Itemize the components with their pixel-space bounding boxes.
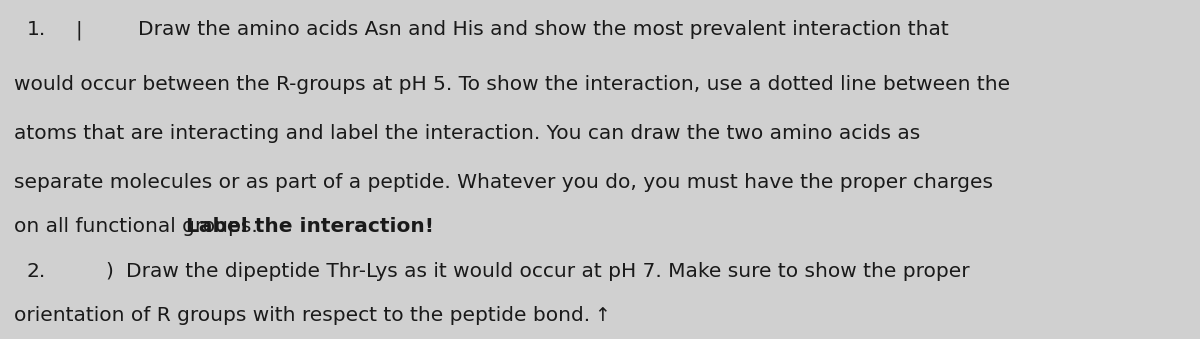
Text: orientation of R groups with respect to the peptide bond.: orientation of R groups with respect to … <box>14 306 590 325</box>
Text: Draw the dipeptide Thr-Lys as it would occur at pH 7. Make sure to show the prop: Draw the dipeptide Thr-Lys as it would o… <box>126 262 970 281</box>
Text: Draw the amino acids Asn and His and show the most prevalent interaction that: Draw the amino acids Asn and His and sho… <box>138 20 949 39</box>
Text: atoms that are interacting and label the interaction. You can draw the two amino: atoms that are interacting and label the… <box>14 124 920 143</box>
Text: on all functional groups.: on all functional groups. <box>14 217 264 236</box>
Text: ): ) <box>106 262 114 281</box>
Text: 2.: 2. <box>26 262 46 281</box>
Text: ↑: ↑ <box>594 306 610 325</box>
Text: |: | <box>76 20 83 40</box>
Text: would occur between the R-groups at pH 5. To show the interaction, use a dotted : would occur between the R-groups at pH 5… <box>14 75 1010 94</box>
Text: separate molecules or as part of a peptide. Whatever you do, you must have the p: separate molecules or as part of a pepti… <box>14 173 994 192</box>
Text: Label the interaction!: Label the interaction! <box>186 217 434 236</box>
Text: 1.: 1. <box>26 20 46 39</box>
